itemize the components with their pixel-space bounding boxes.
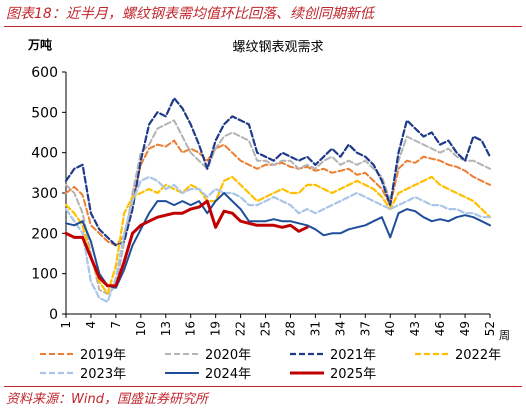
legend-label: 2023年: [80, 367, 126, 382]
x-tick-label: 25: [259, 321, 273, 336]
x-tick-label: 7: [109, 321, 123, 329]
x-tick-label: 4: [84, 321, 98, 329]
legend-label: 2024年: [205, 367, 251, 382]
legend-label: 2025年: [330, 367, 376, 382]
legend-label: 2019年: [80, 348, 126, 363]
legend-label: 2020年: [205, 348, 251, 363]
x-tick-label: 13: [159, 321, 173, 336]
title-rule: [4, 26, 522, 27]
x-tick-label: 34: [333, 321, 347, 336]
legend: 2019年 2020年 2021年 2022年 2023年 2024年 2025年: [40, 348, 501, 382]
x-tick-label: 10: [134, 321, 148, 336]
y-tick-label: 100: [31, 267, 58, 283]
series-layer: [64, 97, 492, 303]
y-tick-label: 0: [49, 307, 58, 323]
x-tick-label: 37: [358, 321, 372, 336]
series-line-2023年: [64, 175, 492, 303]
figure-source: 资料来源：Wind，国盛证券研究所: [6, 392, 208, 407]
x-tick-label: 22: [234, 321, 248, 336]
series-line-2024年: [65, 192, 491, 289]
x-axis-unit: 周: [499, 329, 510, 342]
series-line-2021年: [64, 97, 492, 247]
legend-label: 2022年: [455, 348, 501, 363]
x-tick-label: 16: [184, 321, 198, 336]
series-line-2025年: [64, 199, 309, 288]
x-tick-label: 31: [308, 321, 322, 336]
chart-title: 螺纹钢表观需求: [232, 40, 323, 55]
axes: 0 100 200 300 400 500 600 1 4 7 10 13 16 19 22 25 28 31 34…: [31, 65, 497, 336]
y-tick-label: 500: [31, 105, 58, 121]
x-tick-label: 52: [483, 321, 497, 336]
y-tick-label: 600: [31, 65, 58, 81]
y-tick-label: 200: [31, 226, 58, 242]
y-tick-label: 300: [31, 186, 58, 202]
x-tick-label: 1: [59, 321, 73, 329]
y-tick-label: 400: [31, 146, 58, 162]
figure-title: 图表18：近半月，螺纹钢表需均值环比回落、续创同期新低: [6, 6, 374, 22]
x-tick-label: 46: [433, 321, 447, 336]
x-tick-label: 40: [383, 321, 397, 336]
y-axis-unit: 万吨: [27, 37, 52, 52]
source-rule: [4, 386, 522, 387]
x-tick-label: 43: [408, 321, 422, 336]
series-line-2020年: [65, 119, 491, 295]
legend-label: 2021年: [330, 348, 376, 363]
x-tick-label: 28: [283, 321, 297, 336]
x-tick-label: 19: [209, 321, 223, 336]
x-tick-label: 49: [458, 321, 472, 336]
series-line-2022年: [64, 175, 492, 295]
